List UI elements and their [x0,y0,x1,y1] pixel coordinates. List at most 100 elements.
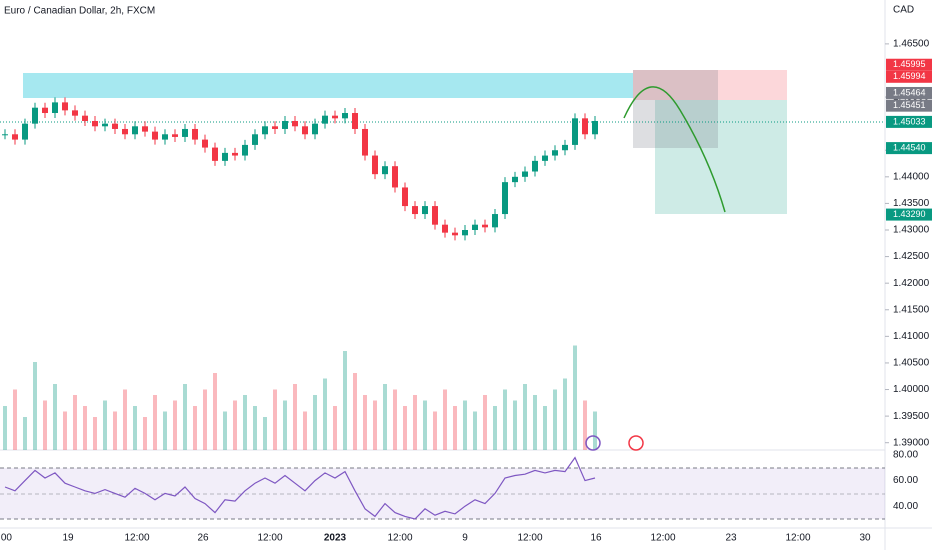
candle [32,107,38,124]
volume-bar [253,406,257,450]
entry-box [633,70,718,148]
volume-bar [343,351,347,450]
candle [582,118,588,135]
volume-bar [433,411,437,450]
volume-bar [413,395,417,450]
candle [222,152,228,161]
volume-bar [573,345,577,450]
candle [492,214,498,228]
volume-bar [463,400,467,450]
volume-bar [243,395,247,450]
y-tick-label: 1.41000 [893,331,930,342]
volume-bar [283,400,287,450]
x-tick-label: 2023 [324,533,347,544]
candle [412,206,418,215]
price-tag-label: 1.45994 [893,71,926,81]
volume-bar [443,389,447,450]
x-tick-label: 12:00 [650,533,675,544]
chart-title: Euro / Canadian Dollar, 2h, FXCM [4,6,155,17]
volume-bar [103,400,107,450]
candle [472,224,478,230]
price-tag-label: 1.45451 [893,100,926,110]
volume-bar [263,417,267,450]
y-tick-label: 1.42000 [893,278,930,289]
volume-bar [73,395,77,450]
resistance-zone [23,73,633,98]
candle [532,160,538,172]
candle [142,126,148,132]
y-tick-label: 1.40500 [893,358,930,369]
candle [502,182,508,215]
candle [352,113,358,129]
volume-bar [213,373,217,450]
price-tag-label: 1.45033 [893,116,926,126]
price-tag-label: 1.44540 [893,142,926,152]
volume-bar [63,411,67,450]
candle [522,171,528,177]
candle [212,147,218,161]
volume-bar [233,400,237,450]
volume-bar [183,384,187,450]
candle [122,128,128,135]
volume-bar [583,400,587,450]
event-icon[interactable] [628,435,644,451]
candle [252,134,258,145]
x-tick-label: 12:00 [124,533,149,544]
volume-bar [393,389,397,450]
volume-bar [553,389,557,450]
x-tick-label: :00 [0,533,12,544]
volume-bar [333,406,337,450]
candle [192,128,198,140]
y-tick-label: 1.42500 [893,251,930,262]
candle [92,120,98,127]
volume-bar [133,406,137,450]
price-tag-label: 1.43290 [893,209,926,219]
volume-bar [153,395,157,450]
volume-bar [293,384,297,450]
x-tick-label: 19 [62,533,74,544]
event-icon[interactable] [585,435,601,451]
x-tick-label: 12:00 [785,533,810,544]
rsi-tick-label: 60.00 [893,475,918,486]
candle [392,166,398,188]
volume-bar [453,406,457,450]
x-tick-label: 26 [197,533,209,544]
volume-bar [163,411,167,450]
volume-bar [53,384,57,450]
volume-bar [503,389,507,450]
candle [382,166,388,175]
candle [462,230,468,236]
candle [312,123,318,135]
candle [272,126,278,129]
candle [102,123,108,127]
target-zone [655,100,787,214]
y-tick-label: 1.39500 [893,411,930,422]
volume-bar [113,411,117,450]
candle [22,123,28,140]
rsi-line [4,456,596,520]
rsi-tick-label: 40.00 [893,501,918,512]
volume-bar [533,395,537,450]
volume-bar [3,406,7,450]
candle [232,152,238,156]
candle [422,206,428,215]
candle [152,131,158,140]
price-tag [886,115,932,128]
price-tag [886,70,932,83]
y-tick-label: 1.46500 [893,39,930,50]
candle [592,120,598,135]
candle [322,115,328,124]
candle [132,126,138,135]
x-tick-label: 12:00 [387,533,412,544]
candle [162,134,168,140]
candle [172,134,178,137]
candle [332,115,338,119]
candle [282,120,288,129]
candle [182,128,188,137]
rsi-tick-label: 80.00 [893,450,918,461]
volume-bar [203,389,207,450]
currency: CAD [893,5,914,16]
x-tick-label: 23 [725,533,737,544]
price-tag [886,99,932,112]
